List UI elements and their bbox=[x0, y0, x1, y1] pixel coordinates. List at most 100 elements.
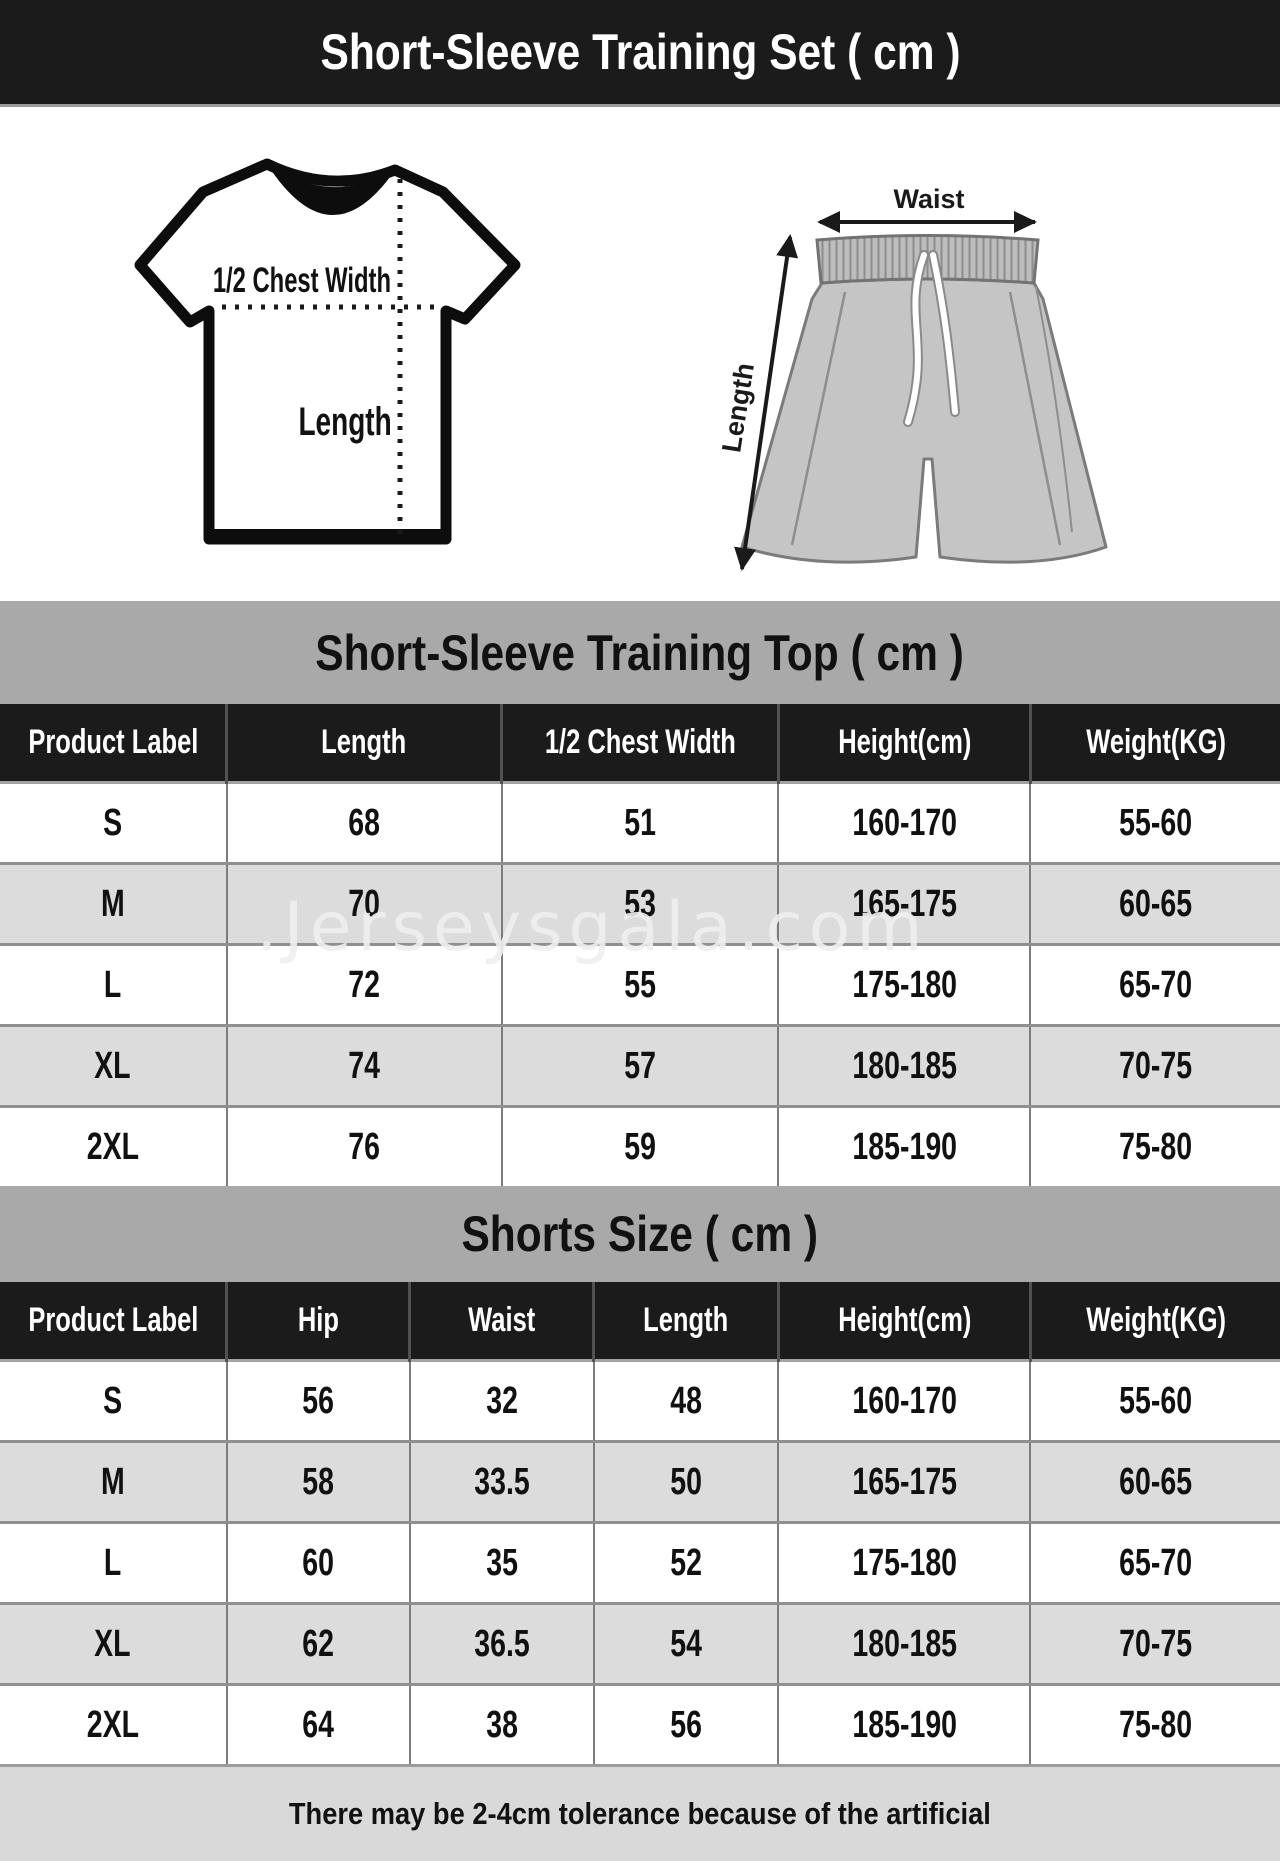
table-cell: 70-75 bbox=[1029, 1603, 1280, 1685]
shorts-waist-label: Waist bbox=[893, 184, 964, 214]
column-header: Product Label bbox=[0, 704, 227, 783]
table-cell: 76 bbox=[225, 1106, 502, 1186]
table-cell: XL bbox=[0, 1025, 227, 1107]
table-cell: 160-170 bbox=[777, 782, 1031, 864]
table-cell: 55-60 bbox=[1029, 782, 1280, 864]
top-table-title-band: Short-Sleeve Training Top ( cm ) bbox=[0, 601, 1280, 704]
shorts-table-title-band: Shorts Size ( cm ) bbox=[0, 1186, 1280, 1282]
table-cell: 165-175 bbox=[777, 863, 1031, 945]
table-row: 2XL 64 38 56 185-190 75-80 bbox=[0, 1684, 1280, 1764]
table-cell: S bbox=[0, 782, 227, 864]
table-cell: 48 bbox=[592, 1360, 779, 1442]
table-cell: 36.5 bbox=[408, 1603, 594, 1685]
table-cell: 50 bbox=[592, 1441, 779, 1523]
table-cell: S bbox=[0, 1360, 227, 1442]
table-cell: M bbox=[0, 1441, 227, 1523]
column-header: Product Label bbox=[0, 1282, 227, 1361]
table-cell: 175-180 bbox=[777, 1522, 1031, 1604]
tolerance-note-bar: There may be 2-4cm tolerance because of … bbox=[0, 1764, 1280, 1861]
table-cell: 60-65 bbox=[1029, 1441, 1280, 1523]
tshirt-figure: 1/2 Chest Width Length bbox=[134, 158, 521, 545]
table-cell: 58 bbox=[225, 1441, 410, 1523]
column-header: Waist bbox=[408, 1282, 594, 1361]
tshirt-length-label: Length bbox=[298, 400, 391, 444]
top-table-title: Short-Sleeve Training Top ( cm ) bbox=[315, 624, 965, 681]
drawstring-left bbox=[905, 252, 927, 425]
drawstring-right bbox=[930, 252, 958, 415]
table-row: S 56 32 48 160-170 55-60 bbox=[0, 1360, 1280, 1442]
shorts-figure: Waist Length bbox=[716, 184, 1108, 571]
page-title-bar: Short-Sleeve Training Set ( cm ) bbox=[0, 0, 1280, 107]
table-cell: 175-180 bbox=[777, 944, 1031, 1026]
table-cell: 68 bbox=[225, 782, 502, 864]
table-row: 2XL 76 59 185-190 75-80 bbox=[0, 1106, 1280, 1186]
table-cell: 185-190 bbox=[777, 1106, 1031, 1186]
column-header: Height(cm) bbox=[776, 704, 1031, 783]
table-cell: 65-70 bbox=[1029, 944, 1280, 1026]
table-cell: 59 bbox=[500, 1106, 779, 1186]
table-cell: 55-60 bbox=[1029, 1360, 1280, 1442]
table-row: L 60 35 52 175-180 65-70 bbox=[0, 1522, 1280, 1604]
table-cell: 70-75 bbox=[1029, 1025, 1280, 1107]
column-header: Length bbox=[225, 704, 502, 783]
table-cell: M bbox=[0, 863, 227, 945]
table-cell: 180-185 bbox=[777, 1025, 1031, 1107]
table-cell: 55 bbox=[500, 944, 779, 1026]
top-table-header-row: Product Label Length 1/2 Chest Width Height… bbox=[0, 704, 1280, 783]
page-title: Short-Sleeve Training Set ( cm ) bbox=[319, 24, 961, 80]
column-header: Height(cm) bbox=[776, 1282, 1031, 1361]
column-header: 1/2 Chest Width bbox=[500, 704, 779, 783]
table-cell: 60-65 bbox=[1029, 863, 1280, 945]
table-cell: 70 bbox=[225, 863, 502, 945]
table-cell: 57 bbox=[500, 1025, 779, 1107]
table-row: M 58 33.5 50 165-175 60-65 bbox=[0, 1441, 1280, 1523]
table-cell: 53 bbox=[500, 863, 779, 945]
shorts-table-title: Shorts Size ( cm ) bbox=[461, 1206, 819, 1262]
table-cell: 38 bbox=[408, 1684, 594, 1764]
table-cell: XL bbox=[0, 1603, 227, 1685]
column-header: Hip bbox=[225, 1282, 410, 1361]
table-cell: 35 bbox=[408, 1522, 594, 1604]
shorts-table-header-row: Product Label Hip Waist Length Height(cm) Wei… bbox=[0, 1282, 1280, 1361]
column-header: Weight(KG) bbox=[1028, 1282, 1280, 1361]
column-header: Length bbox=[592, 1282, 779, 1361]
table-cell: 64 bbox=[225, 1684, 410, 1764]
table-cell: 2XL bbox=[0, 1684, 227, 1764]
table-row: M 70 53 165-175 60-65 bbox=[0, 863, 1280, 945]
shorts-length-arrow bbox=[734, 234, 799, 571]
table-cell: 160-170 bbox=[777, 1360, 1031, 1442]
table-cell: 75-80 bbox=[1029, 1106, 1280, 1186]
table-cell: 165-175 bbox=[777, 1441, 1031, 1523]
table-cell: 180-185 bbox=[777, 1603, 1031, 1685]
table-row: L 72 55 175-180 65-70 bbox=[0, 944, 1280, 1026]
table-cell: 62 bbox=[225, 1603, 410, 1685]
table-cell: 65-70 bbox=[1029, 1522, 1280, 1604]
training-top-size-table: Product Label Length 1/2 Chest Width Height… bbox=[0, 704, 1280, 1186]
tshirt-outline bbox=[134, 158, 521, 545]
shorts-side-seam bbox=[1035, 286, 1073, 533]
table-cell: 54 bbox=[592, 1603, 779, 1685]
table-cell: 60 bbox=[225, 1522, 410, 1604]
table-cell: 185-190 bbox=[777, 1684, 1031, 1764]
shorts-left-crease bbox=[790, 291, 847, 546]
table-cell: 56 bbox=[225, 1360, 410, 1442]
table-cell: 32 bbox=[408, 1360, 594, 1442]
table-cell: 2XL bbox=[0, 1106, 227, 1186]
table-cell: 56 bbox=[592, 1684, 779, 1764]
table-cell: 52 bbox=[592, 1522, 779, 1604]
table-cell: 51 bbox=[500, 782, 779, 864]
tolerance-note: There may be 2-4cm tolerance because of … bbox=[289, 1796, 991, 1831]
table-row: S 68 51 160-170 55-60 bbox=[0, 782, 1280, 864]
table-cell: 72 bbox=[225, 944, 502, 1026]
table-cell: L bbox=[0, 944, 227, 1026]
table-cell: 74 bbox=[225, 1025, 502, 1107]
shorts-size-table: Product Label Hip Waist Length Height(cm) Wei… bbox=[0, 1282, 1280, 1764]
table-cell: L bbox=[0, 1522, 227, 1604]
shorts-right-crease bbox=[1008, 291, 1062, 546]
measurement-diagram: 1/2 Chest Width Length Waist bbox=[0, 107, 1280, 601]
table-row: XL 62 36.5 54 180-185 70-75 bbox=[0, 1603, 1280, 1685]
column-header: Weight(KG) bbox=[1028, 704, 1280, 783]
shorts-length-label: Length bbox=[716, 361, 760, 455]
tshirt-chest-width-label: 1/2 Chest Width bbox=[213, 262, 391, 301]
